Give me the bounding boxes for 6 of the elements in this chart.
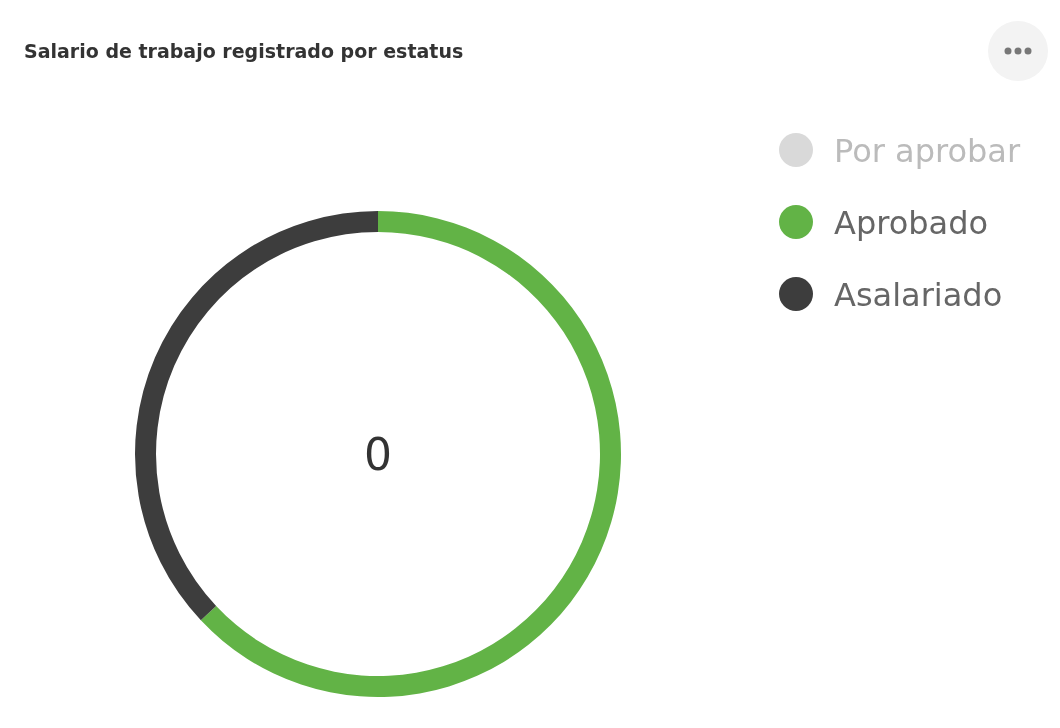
text: 0 (364, 429, 392, 480)
chart-title: Salario de trabajo registrado por estatus (24, 40, 464, 62)
legend-label: Por aprobar (834, 132, 1021, 170)
legend-label: Aprobado (834, 204, 989, 242)
donut-slice (200, 211, 621, 697)
legend-label: Asalariado (834, 276, 1003, 314)
